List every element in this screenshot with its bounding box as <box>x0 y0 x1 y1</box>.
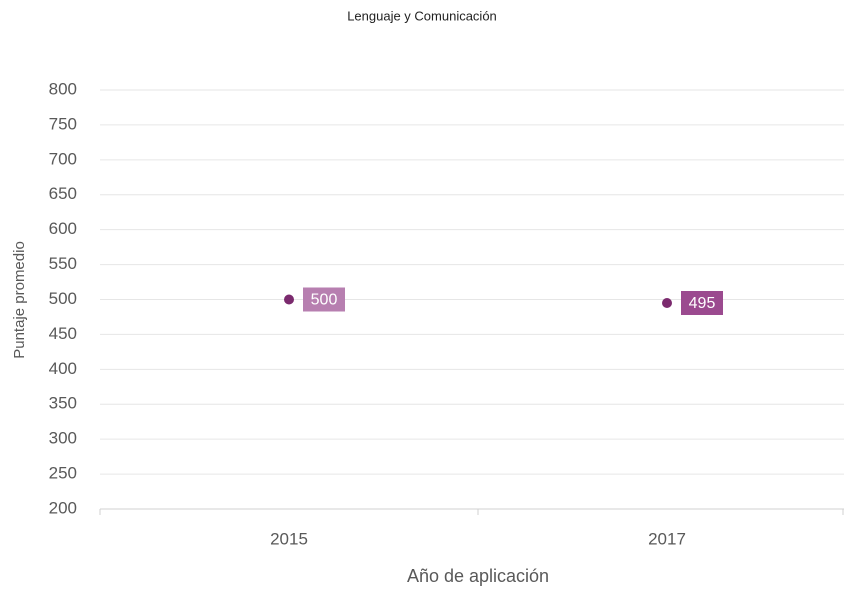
y-tick-label: 450 <box>49 324 77 343</box>
x-tick-label: 2017 <box>648 529 686 548</box>
chart-title: Lenguaje y Comunicación <box>347 8 497 23</box>
y-tick-label: 800 <box>49 79 77 98</box>
y-tick-label: 500 <box>49 289 77 308</box>
data-label: 500 <box>311 292 338 309</box>
data-label-box <box>303 287 345 312</box>
data-label: 495 <box>689 295 716 312</box>
point <box>284 294 294 305</box>
y-tick-label: 400 <box>49 359 77 378</box>
x-axis-title: Año de aplicación <box>407 566 549 586</box>
y-tick-label: 350 <box>49 394 77 413</box>
y-tick-label: 650 <box>49 184 77 203</box>
y-tick-label: 700 <box>49 149 77 168</box>
point <box>662 297 672 308</box>
y-tick-label: 250 <box>49 464 77 483</box>
y-axis-title: Puntaje promedio <box>11 241 28 359</box>
y-tick-label: 750 <box>49 114 77 133</box>
y-tick-label: 600 <box>49 219 77 238</box>
y-tick-label: 200 <box>49 498 77 517</box>
x-tick-label: 2015 <box>270 529 308 548</box>
y-tick-label: 300 <box>49 429 77 448</box>
data-label-box <box>681 290 723 315</box>
y-tick-label: 550 <box>49 254 77 273</box>
